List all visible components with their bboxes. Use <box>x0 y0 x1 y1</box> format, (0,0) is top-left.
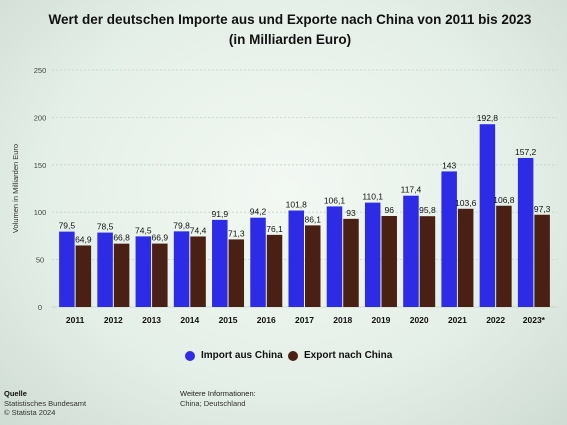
data-label: 94,2 <box>250 207 267 217</box>
data-label: 71,3 <box>228 228 245 238</box>
y-tick-label: 200 <box>34 113 47 122</box>
data-label: 96 <box>384 205 394 215</box>
x-tick-label: 2012 <box>104 315 123 325</box>
bar-import <box>517 157 534 307</box>
bar-export <box>75 245 92 307</box>
x-tick-label: 2022 <box>486 315 505 325</box>
bar-export <box>419 216 436 307</box>
data-label: 74,4 <box>190 225 207 235</box>
bar-export <box>496 205 512 307</box>
bar-export <box>113 243 130 307</box>
legend-swatch-import <box>185 350 195 361</box>
bar-import <box>288 210 304 307</box>
bar-export <box>266 234 283 307</box>
bar-import <box>97 232 113 307</box>
legend-item-export: Export nach China <box>288 350 392 361</box>
source-block: Quelle Statistisches Bundesamt © Statist… <box>4 389 86 418</box>
bar-import <box>441 171 457 307</box>
data-label: 74,5 <box>135 225 152 235</box>
data-label: 97,3 <box>534 204 551 214</box>
legend-label-export: Export nach China <box>304 350 393 361</box>
data-label: 106,1 <box>324 195 346 205</box>
info-heading: Weitere Informationen: <box>180 389 256 398</box>
source-heading: Quelle <box>4 389 27 398</box>
data-label: 157,2 <box>515 147 537 157</box>
x-tick-label: 2017 <box>295 315 314 325</box>
bar-import <box>364 202 381 307</box>
x-tick-label: 2018 <box>333 315 352 325</box>
bar-export <box>190 236 206 307</box>
y-tick-label: 50 <box>36 256 44 265</box>
data-label: 66,9 <box>152 233 169 243</box>
x-tick-label: 2014 <box>180 315 199 325</box>
bar-import <box>173 231 190 307</box>
bar-import <box>403 195 419 307</box>
y-axis-title: Volumen in Milliarden Euro <box>11 144 20 233</box>
data-label: 143 <box>442 160 456 170</box>
data-label: 117,4 <box>401 185 422 195</box>
x-tick-label: 2011 <box>66 315 85 325</box>
data-label: 93 <box>346 208 356 218</box>
data-label: 91,9 <box>212 209 229 219</box>
info-block: Weitere Informationen: China; Deutschlan… <box>180 389 256 408</box>
x-tick-label: 2015 <box>219 315 238 325</box>
y-tick-label: 250 <box>34 66 47 75</box>
bar-export <box>305 225 321 307</box>
legend-label-import: Import aus China <box>201 350 283 361</box>
bar-export <box>381 215 397 307</box>
bar-export <box>228 239 245 307</box>
copyright: © Statista 2024 <box>4 408 56 417</box>
data-label: 103,6 <box>455 198 477 208</box>
bar-export <box>457 208 474 307</box>
x-tick-label: 2016 <box>257 315 276 325</box>
y-tick-label: 150 <box>34 161 47 170</box>
y-tick-label: 100 <box>34 208 47 217</box>
x-tick-label: 2019 <box>372 315 391 325</box>
bar-export <box>534 214 550 307</box>
bar-export <box>152 243 168 307</box>
bar-import <box>212 219 228 307</box>
source-name: Statistisches Bundesamt <box>4 398 87 408</box>
bar-export <box>343 218 359 307</box>
data-label: 64,9 <box>75 234 92 244</box>
data-label: 192,8 <box>477 113 499 123</box>
chart-title: Wert der deutschen Importe aus und Expor… <box>48 12 532 47</box>
x-tick-label: 2013 <box>142 315 161 325</box>
bar-import <box>479 124 496 307</box>
bar-import <box>326 206 343 307</box>
data-label: 79,5 <box>59 221 76 231</box>
x-tick-label: 2023* <box>523 315 546 325</box>
data-label: 76,1 <box>266 224 283 234</box>
bar-import <box>135 236 152 307</box>
data-label: 78,5 <box>97 222 114 232</box>
info-text: China; Deutschland <box>180 398 246 408</box>
legend-swatch-export <box>288 350 298 361</box>
data-label: 101,8 <box>286 199 308 209</box>
x-tick-label: 2020 <box>410 315 429 325</box>
bar-import <box>59 231 75 307</box>
data-label: 66,8 <box>113 233 130 243</box>
data-label: 110,1 <box>362 192 383 202</box>
y-tick-label: 0 <box>38 303 42 312</box>
data-label: 79,8 <box>173 220 190 230</box>
data-label: 95,8 <box>419 205 436 215</box>
x-tick-label: 2021 <box>448 315 467 325</box>
legend-item-import: Import aus China <box>185 350 283 361</box>
data-label: 86,1 <box>304 214 321 224</box>
bar-import <box>250 217 266 307</box>
data-label: 106,8 <box>493 195 515 205</box>
